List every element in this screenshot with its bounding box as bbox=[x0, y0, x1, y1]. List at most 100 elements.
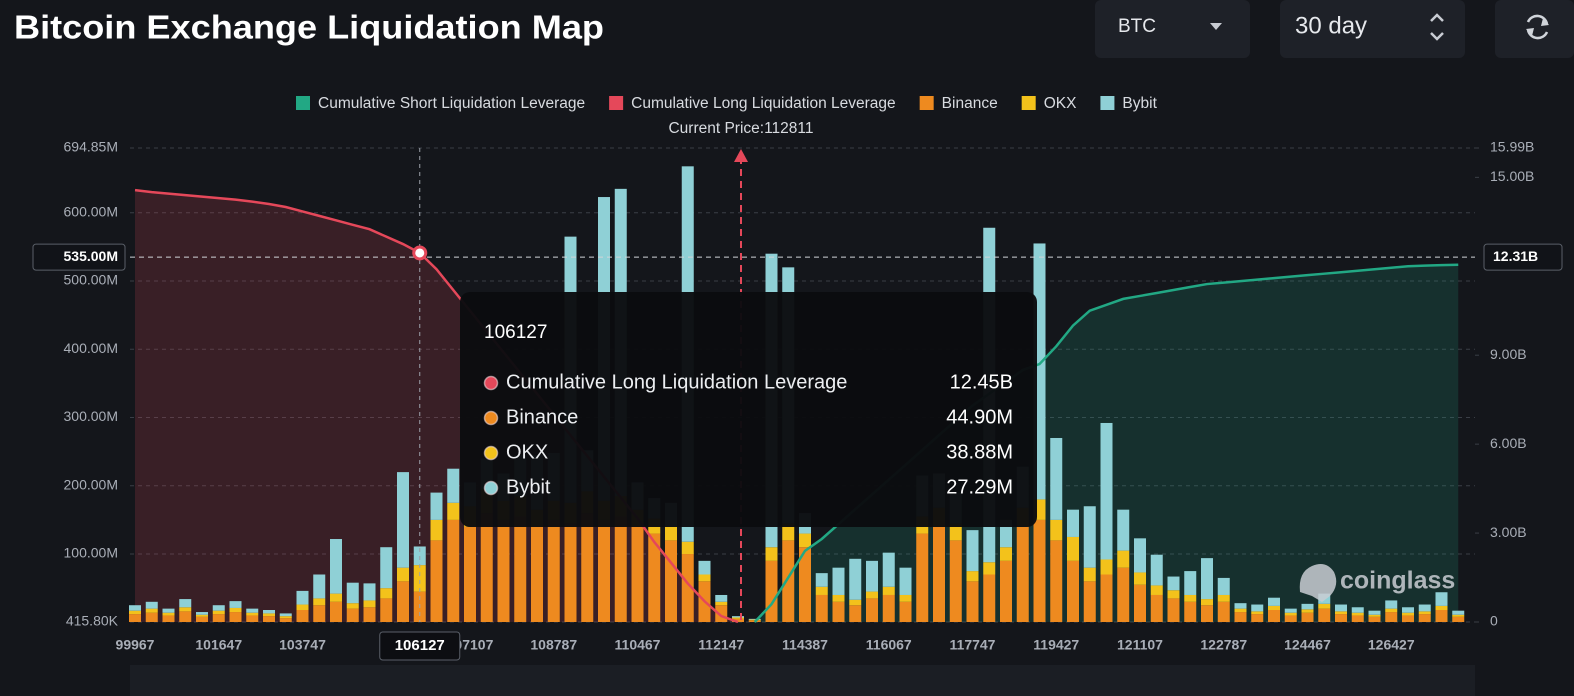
bar-segment bbox=[1234, 603, 1247, 609]
bar-segment bbox=[1000, 560, 1012, 622]
bar-segment bbox=[129, 614, 141, 622]
bar-segment bbox=[413, 565, 426, 592]
bar-segment bbox=[145, 608, 158, 613]
bar-segment bbox=[1134, 584, 1146, 622]
x-tick-label: 117747 bbox=[950, 637, 996, 653]
bar-segment bbox=[799, 547, 811, 622]
bar-segment bbox=[916, 533, 929, 622]
tooltip-name: Cumulative Long Liquidation Leverage bbox=[506, 371, 847, 393]
bar-segment bbox=[1150, 585, 1163, 595]
bar-segment bbox=[1117, 509, 1130, 551]
bar-segment bbox=[1268, 605, 1280, 610]
bar-segment bbox=[1083, 567, 1096, 582]
bar-segment bbox=[1100, 574, 1113, 622]
period-select[interactable]: 30 day bbox=[1280, 0, 1465, 58]
x-tick-label: 101647 bbox=[195, 637, 242, 653]
bar-segment bbox=[782, 523, 795, 541]
refresh-button[interactable] bbox=[1495, 0, 1574, 58]
y-tick-label: 694.85M bbox=[64, 139, 118, 155]
bar-segment bbox=[1284, 615, 1297, 622]
bar-segment bbox=[547, 519, 560, 622]
bar-segment bbox=[748, 619, 761, 621]
bar-segment bbox=[1184, 601, 1197, 622]
bar-segment bbox=[380, 588, 393, 599]
bar-segment bbox=[296, 590, 309, 605]
button-box[interactable] bbox=[1495, 0, 1574, 58]
bar-segment bbox=[866, 598, 878, 622]
bar-segment bbox=[263, 613, 275, 617]
bar-segment bbox=[246, 615, 259, 622]
bar-segment bbox=[1452, 616, 1465, 622]
stepper-icon bbox=[1430, 13, 1444, 41]
bar-segment bbox=[1201, 605, 1213, 622]
tooltip-value: 27.29M bbox=[946, 476, 1013, 498]
bar-segment bbox=[212, 614, 225, 622]
y-tick-label: 415.80K bbox=[66, 613, 119, 629]
select-value[interactable]: 30 day bbox=[1295, 12, 1367, 39]
bar-segment bbox=[1016, 526, 1029, 622]
bar-segment bbox=[1351, 607, 1364, 613]
bar-segment bbox=[380, 547, 393, 589]
bar-segment bbox=[1201, 558, 1213, 600]
bar-segment bbox=[447, 468, 460, 503]
refresh-arrows bbox=[1526, 18, 1549, 36]
symbol-select[interactable]: BTC bbox=[1095, 0, 1250, 58]
bar-segment bbox=[732, 618, 744, 622]
bar-segment bbox=[430, 492, 443, 520]
bar-segment bbox=[832, 567, 845, 595]
bar-segment bbox=[1234, 612, 1247, 622]
bar-segment bbox=[279, 616, 292, 619]
bar-segment bbox=[882, 586, 895, 595]
bar-segment bbox=[899, 601, 912, 622]
bar-segment bbox=[1150, 554, 1163, 586]
dropdown-caret bbox=[1210, 23, 1222, 30]
bar-segment bbox=[815, 586, 828, 595]
select-value[interactable]: BTC bbox=[1118, 16, 1156, 37]
bar-segment bbox=[330, 601, 342, 622]
bar-segment bbox=[346, 603, 359, 609]
bar-segment bbox=[983, 574, 996, 622]
bar-segment bbox=[447, 502, 460, 520]
bar-segment bbox=[1385, 600, 1398, 609]
x-tick-label: 108787 bbox=[530, 637, 577, 653]
bar-segment bbox=[665, 540, 677, 622]
bar-segment bbox=[1368, 610, 1381, 615]
bar-segment bbox=[765, 560, 778, 622]
bar-segment bbox=[346, 608, 359, 622]
bar-segment bbox=[1318, 603, 1331, 609]
x-tick-label: 103747 bbox=[279, 637, 326, 653]
tooltip-value: 12.45B bbox=[950, 371, 1013, 393]
tooltip-dot bbox=[483, 445, 499, 461]
bar-segment bbox=[1000, 547, 1012, 561]
bar-segment bbox=[480, 513, 493, 622]
bar-segment bbox=[229, 612, 242, 622]
bar-segment bbox=[1402, 607, 1414, 613]
bar-segment bbox=[330, 539, 342, 594]
bar-segment bbox=[1067, 560, 1079, 622]
bar-segment bbox=[933, 526, 945, 622]
bar-segment bbox=[681, 541, 694, 555]
bar-segment bbox=[1134, 538, 1146, 573]
bar-segment bbox=[397, 581, 409, 622]
bar-segment bbox=[363, 607, 376, 622]
legend-swatch bbox=[296, 96, 310, 110]
tooltip-name: OKX bbox=[506, 441, 548, 463]
bar-segment bbox=[1217, 601, 1230, 622]
bar-segment bbox=[430, 540, 443, 622]
bar-segment bbox=[531, 526, 543, 622]
bar-segment bbox=[1050, 519, 1063, 541]
bar-segment bbox=[363, 583, 376, 601]
crosshair-point bbox=[412, 245, 428, 261]
bar-segment bbox=[1268, 609, 1280, 622]
bar-segment bbox=[949, 523, 962, 541]
bar-segment bbox=[212, 610, 225, 615]
bar-segment bbox=[246, 612, 259, 616]
y-tick-label: 500.00M bbox=[64, 272, 118, 288]
bar-segment bbox=[1284, 612, 1297, 616]
bar-segment bbox=[1184, 594, 1197, 602]
watermark: coinglass bbox=[1340, 567, 1455, 595]
bar-segment bbox=[464, 526, 476, 622]
select-box[interactable] bbox=[1095, 0, 1250, 58]
bar-segment bbox=[1100, 559, 1113, 575]
select-box[interactable] bbox=[1280, 0, 1465, 58]
